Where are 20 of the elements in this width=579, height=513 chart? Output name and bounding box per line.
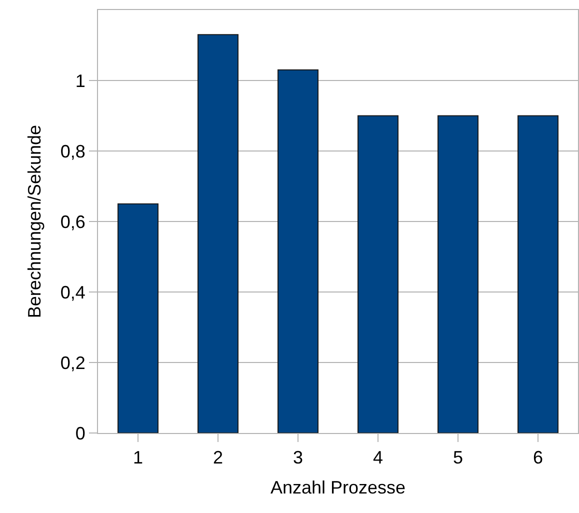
y-tick-label: 0 (75, 423, 86, 444)
y-tick-label: 0,8 (60, 141, 86, 162)
x-tick-label: 3 (292, 448, 304, 468)
x-tick-label: 5 (452, 448, 464, 468)
bar (118, 203, 158, 433)
x-tick-label: 4 (372, 448, 384, 468)
y-tick-label: 0,2 (60, 352, 86, 373)
x-tick-label: 6 (532, 448, 544, 468)
x-tick-label: 1 (132, 448, 144, 468)
x-tick-label: 2 (212, 448, 224, 468)
y-tick-label: 1 (75, 70, 86, 91)
bar (518, 115, 558, 433)
y-tick-label: 0,6 (60, 212, 86, 232)
y-tick-label: 0,4 (60, 282, 86, 302)
x-axis-title: Anzahl Prozesse (270, 478, 406, 498)
bar (358, 115, 398, 433)
y-axis-title: Berechnungen/Sekunde (24, 124, 45, 318)
bar (198, 34, 238, 433)
bar (278, 69, 318, 433)
bar (438, 115, 478, 433)
